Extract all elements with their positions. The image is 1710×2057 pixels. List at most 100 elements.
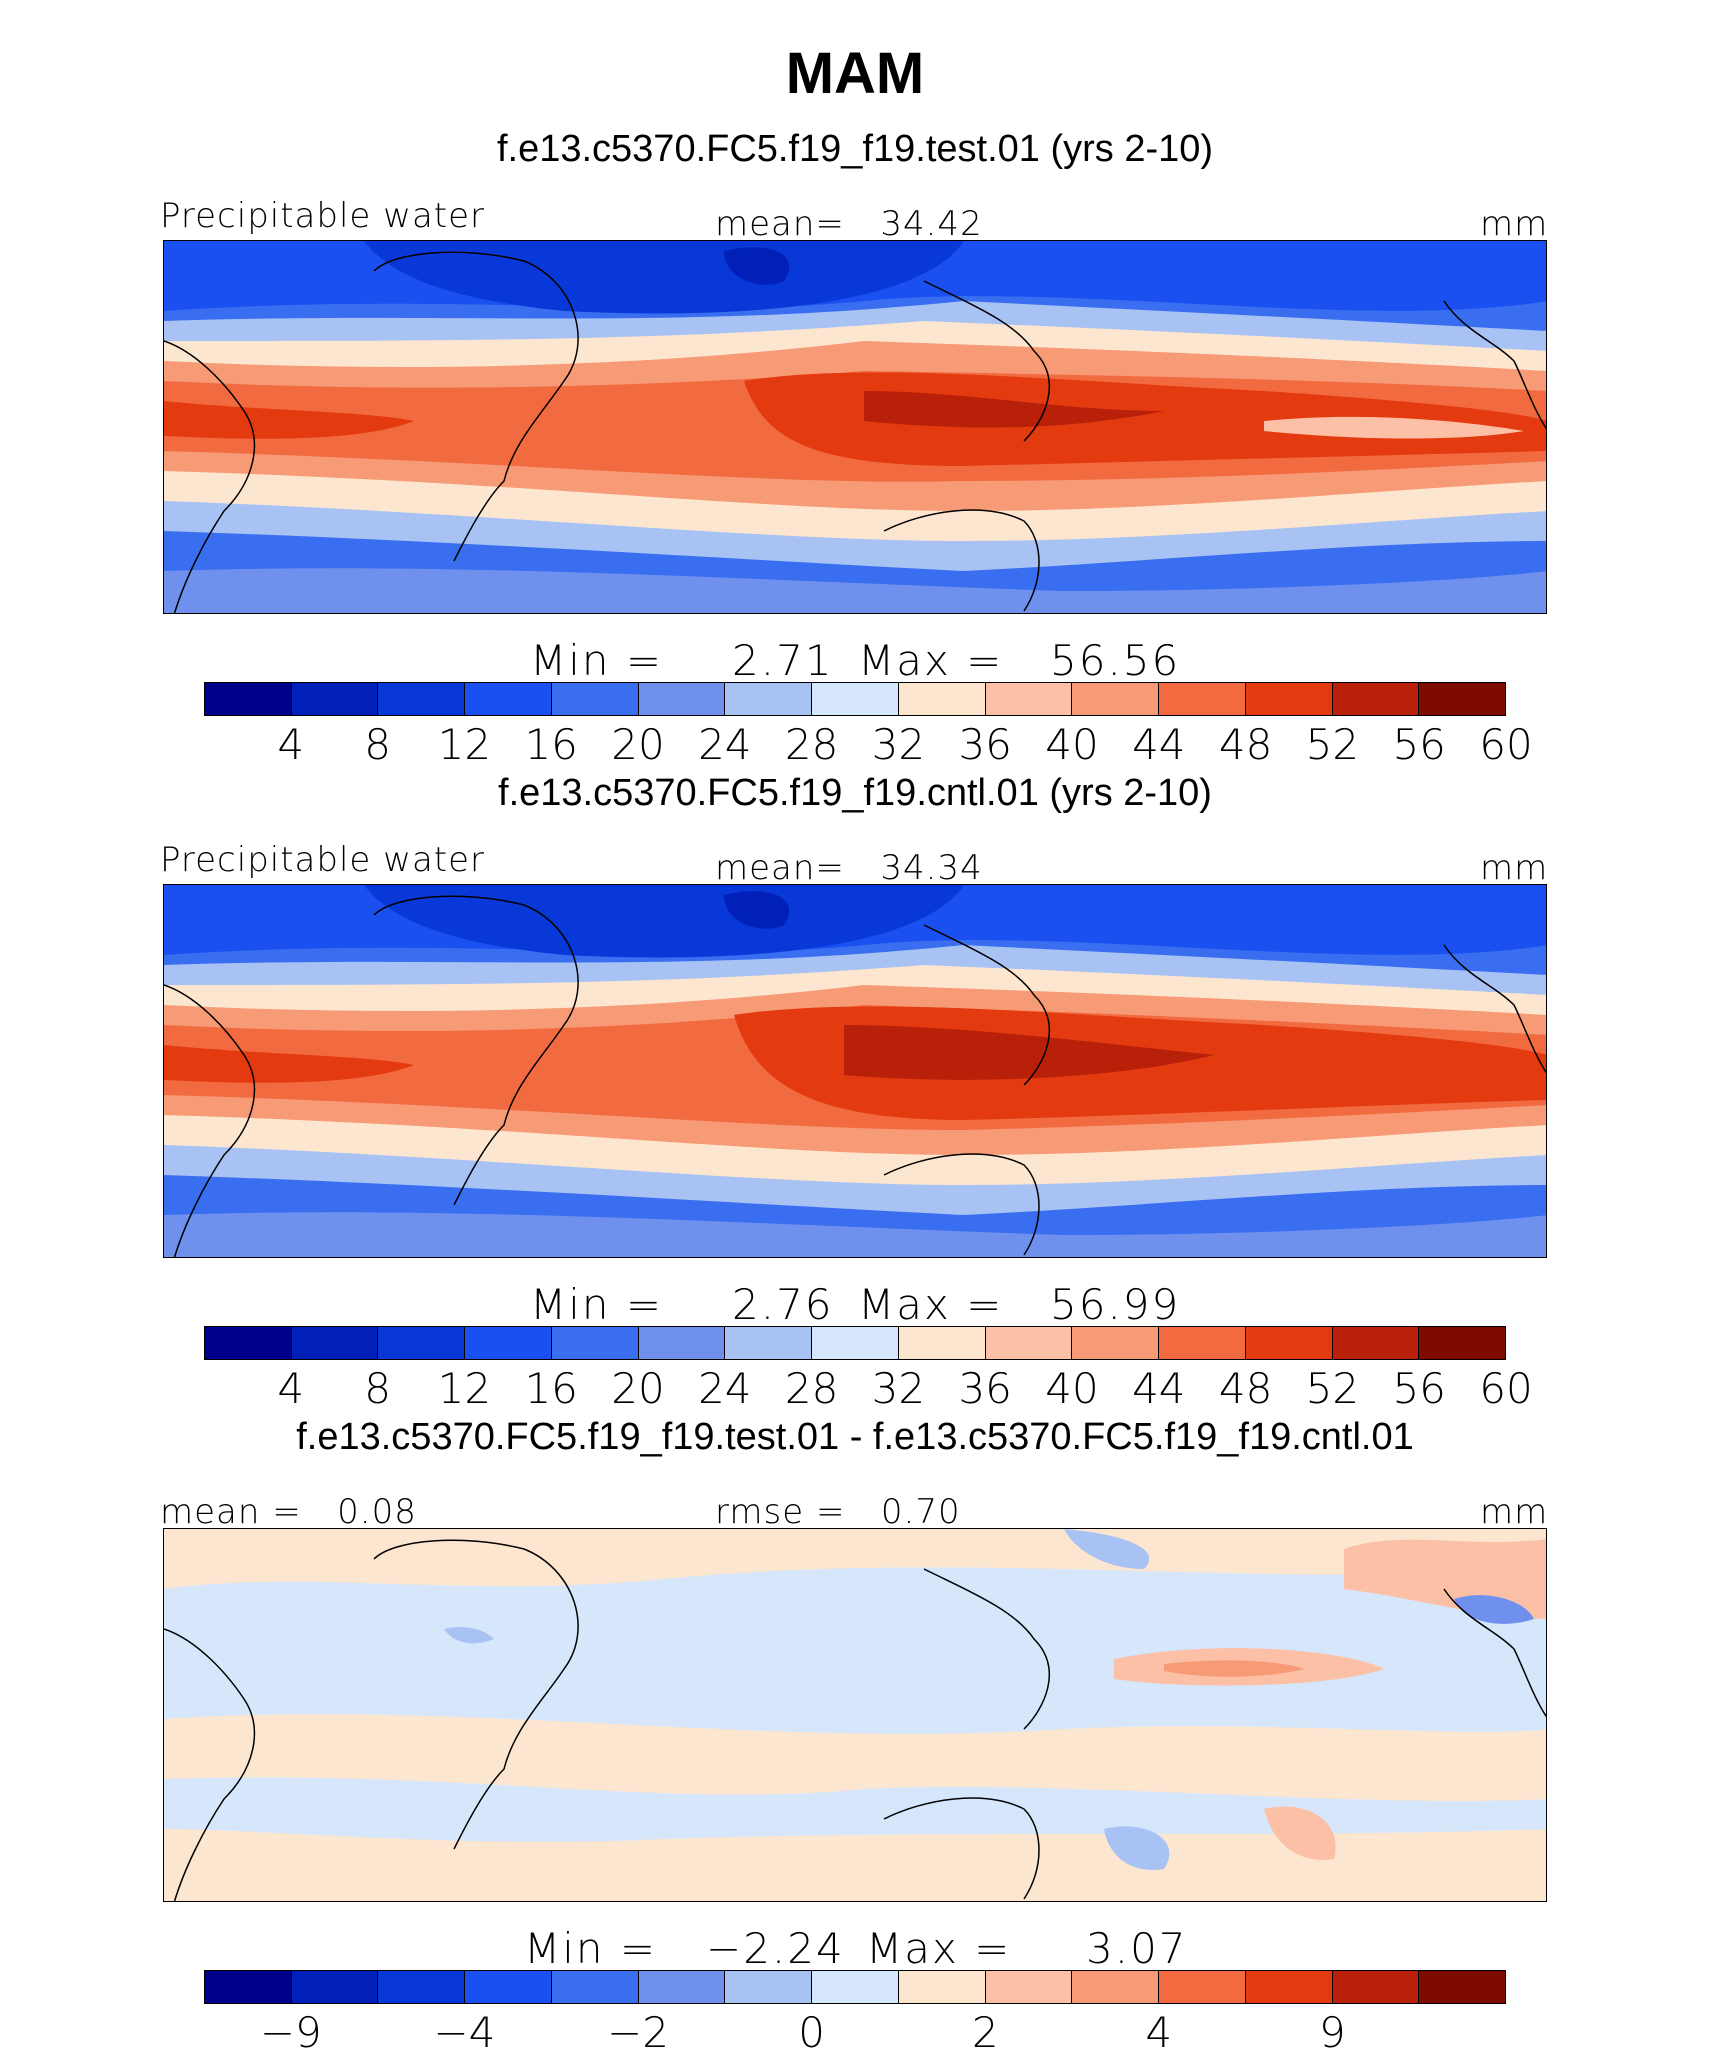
panel-3-map bbox=[163, 1528, 1547, 1902]
panel-3-rmse-text: rmse = bbox=[715, 1492, 846, 1532]
colorbar-tick-label: 60 bbox=[1479, 720, 1533, 769]
colorbar-swatch bbox=[638, 1971, 726, 2003]
colorbar-swatch bbox=[465, 1971, 552, 2003]
colorbar-swatch bbox=[1159, 683, 1246, 715]
colorbar-swatch bbox=[465, 683, 552, 715]
colorbar-swatch bbox=[1245, 1327, 1333, 1359]
colorbar-tick-label: 56 bbox=[1392, 1364, 1446, 1413]
panel-3-map-svg bbox=[164, 1529, 1546, 1901]
colorbar-swatch bbox=[812, 683, 899, 715]
panel-1-mean-value: 34.42 bbox=[880, 204, 983, 244]
colorbar-swatch bbox=[378, 683, 466, 715]
colorbar-tick-label: 9 bbox=[1319, 2008, 1346, 2057]
colorbar-swatch bbox=[1332, 1327, 1420, 1359]
panel-3-mean-value: 0.08 bbox=[337, 1492, 417, 1532]
panel-3-title: f.e13.c5370.FC5.f19_f19.test.01 - f.e13.… bbox=[296, 1416, 1414, 1458]
colorbar-tick-label: −4 bbox=[433, 2008, 496, 2057]
colorbar-swatch bbox=[985, 1971, 1073, 2003]
colorbar-swatch bbox=[1072, 1971, 1160, 2003]
colorbar-tick-label: 28 bbox=[784, 1364, 839, 1413]
colorbar-tick-label: 40 bbox=[1045, 1364, 1099, 1413]
panel-2-map-svg bbox=[164, 885, 1546, 1257]
colorbar-tick-label: 36 bbox=[958, 720, 1012, 769]
colorbar-tick-label: 36 bbox=[958, 1364, 1012, 1413]
colorbar-swatch bbox=[812, 1327, 899, 1359]
panel-2-mean-value: 34.34 bbox=[880, 848, 983, 888]
colorbar-swatch bbox=[551, 1971, 639, 2003]
colorbar-tick-label: 2 bbox=[971, 2008, 999, 2057]
panel-1-variable-label: Precipitable water bbox=[160, 196, 486, 236]
colorbar-swatch bbox=[1245, 683, 1333, 715]
panel-1-max-label: Max = bbox=[858, 636, 1004, 685]
colorbar-tick-label: 8 bbox=[364, 1364, 391, 1413]
colorbar-tick-label: 52 bbox=[1305, 1364, 1360, 1413]
colorbar-tick-label: 56 bbox=[1392, 720, 1446, 769]
colorbar-tick-label: 0 bbox=[798, 2008, 825, 2057]
colorbar-swatch bbox=[1419, 683, 1506, 715]
panel-1-min-label: Min = bbox=[530, 636, 664, 685]
colorbar-tick-label: 8 bbox=[364, 720, 391, 769]
colorbar-tick-label: 48 bbox=[1218, 720, 1273, 769]
colorbar-swatch bbox=[378, 1327, 466, 1359]
colorbar-swatch bbox=[291, 1971, 379, 2003]
panel-2-max-value: 56.99 bbox=[1050, 1280, 1181, 1329]
colorbar-swatch bbox=[725, 683, 813, 715]
panel-1-map-svg bbox=[164, 241, 1546, 613]
colorbar-tick-label: 4 bbox=[277, 1364, 305, 1413]
panel-1-map bbox=[163, 240, 1547, 614]
panel-3-mean-text: mean = bbox=[160, 1492, 302, 1532]
panel-1-title: f.e13.c5370.FC5.f19_f19.test.01 (yrs 2-1… bbox=[496, 128, 1214, 170]
colorbar-swatch bbox=[551, 1327, 639, 1359]
colorbar-swatch bbox=[205, 1971, 292, 2003]
colorbar-swatch bbox=[725, 1327, 813, 1359]
colorbar-tick-label: 4 bbox=[1145, 2008, 1173, 2057]
colorbar-tick-label: 20 bbox=[611, 720, 665, 769]
colorbar-swatch bbox=[1332, 683, 1420, 715]
colorbar-tick-label: −9 bbox=[259, 2008, 322, 2057]
colorbar-tick-label: 60 bbox=[1479, 1364, 1533, 1413]
panel-2-variable-label: Precipitable water bbox=[160, 840, 486, 880]
colorbar-tick-label: 12 bbox=[437, 1364, 492, 1413]
figure-title: MAM bbox=[785, 41, 925, 106]
panel-3-colorbar bbox=[204, 1970, 1506, 2004]
colorbar-swatch bbox=[205, 1327, 292, 1359]
colorbar-swatch bbox=[1072, 683, 1160, 715]
colorbar-swatch bbox=[1419, 1327, 1506, 1359]
colorbar-swatch bbox=[898, 683, 986, 715]
colorbar-tick-label: 16 bbox=[524, 720, 578, 769]
colorbar-swatch bbox=[551, 683, 639, 715]
panel-2-title: f.e13.c5370.FC5.f19_f19.cntl.01 (yrs 2-1… bbox=[498, 772, 1212, 814]
panel-3-units: mm bbox=[1480, 1492, 1549, 1532]
colorbar-tick-label: 40 bbox=[1045, 720, 1099, 769]
colorbar-swatch bbox=[985, 683, 1073, 715]
colorbar-tick-label: 44 bbox=[1132, 720, 1186, 769]
panel-3-rmse-label: rmse = 0.70 bbox=[715, 1492, 961, 1532]
colorbar-tick-label: −2 bbox=[607, 2008, 669, 2057]
colorbar-swatch bbox=[205, 683, 292, 715]
colorbar-tick-label: 32 bbox=[871, 720, 926, 769]
panel-2-colorbar bbox=[204, 1326, 1506, 1360]
panel-2-map bbox=[163, 884, 1547, 1258]
panel-3-min-label: Min = bbox=[524, 1924, 658, 1973]
colorbar-tick-label: 16 bbox=[524, 1364, 578, 1413]
colorbar-tick-label: 4 bbox=[277, 720, 305, 769]
colorbar-swatch bbox=[465, 1327, 552, 1359]
colorbar-swatch bbox=[638, 1327, 726, 1359]
colorbar-swatch bbox=[725, 1971, 813, 2003]
colorbar-swatch bbox=[1159, 1971, 1246, 2003]
colorbar-swatch bbox=[898, 1971, 986, 2003]
colorbar-tick-label: 24 bbox=[698, 720, 752, 769]
panel-2-min-label: Min = bbox=[530, 1280, 664, 1329]
panel-1-min-value: 2.71 bbox=[732, 636, 834, 685]
colorbar-tick-label: 52 bbox=[1305, 720, 1360, 769]
colorbar-swatch bbox=[898, 1327, 986, 1359]
panel-3-max-value: 3.07 bbox=[1086, 1924, 1188, 1973]
panel-3-min-value: −2.24 bbox=[706, 1924, 845, 1973]
colorbar-tick-label: 44 bbox=[1132, 1364, 1186, 1413]
colorbar-swatch bbox=[1159, 1327, 1246, 1359]
colorbar-swatch bbox=[812, 1971, 899, 2003]
panel-3-rmse-value: 0.70 bbox=[880, 1492, 961, 1532]
panel-2-mean-text: mean= bbox=[715, 848, 845, 888]
panel-1-units: mm bbox=[1480, 204, 1549, 244]
panel-1-mean-label: mean= 34.42 bbox=[715, 204, 983, 244]
